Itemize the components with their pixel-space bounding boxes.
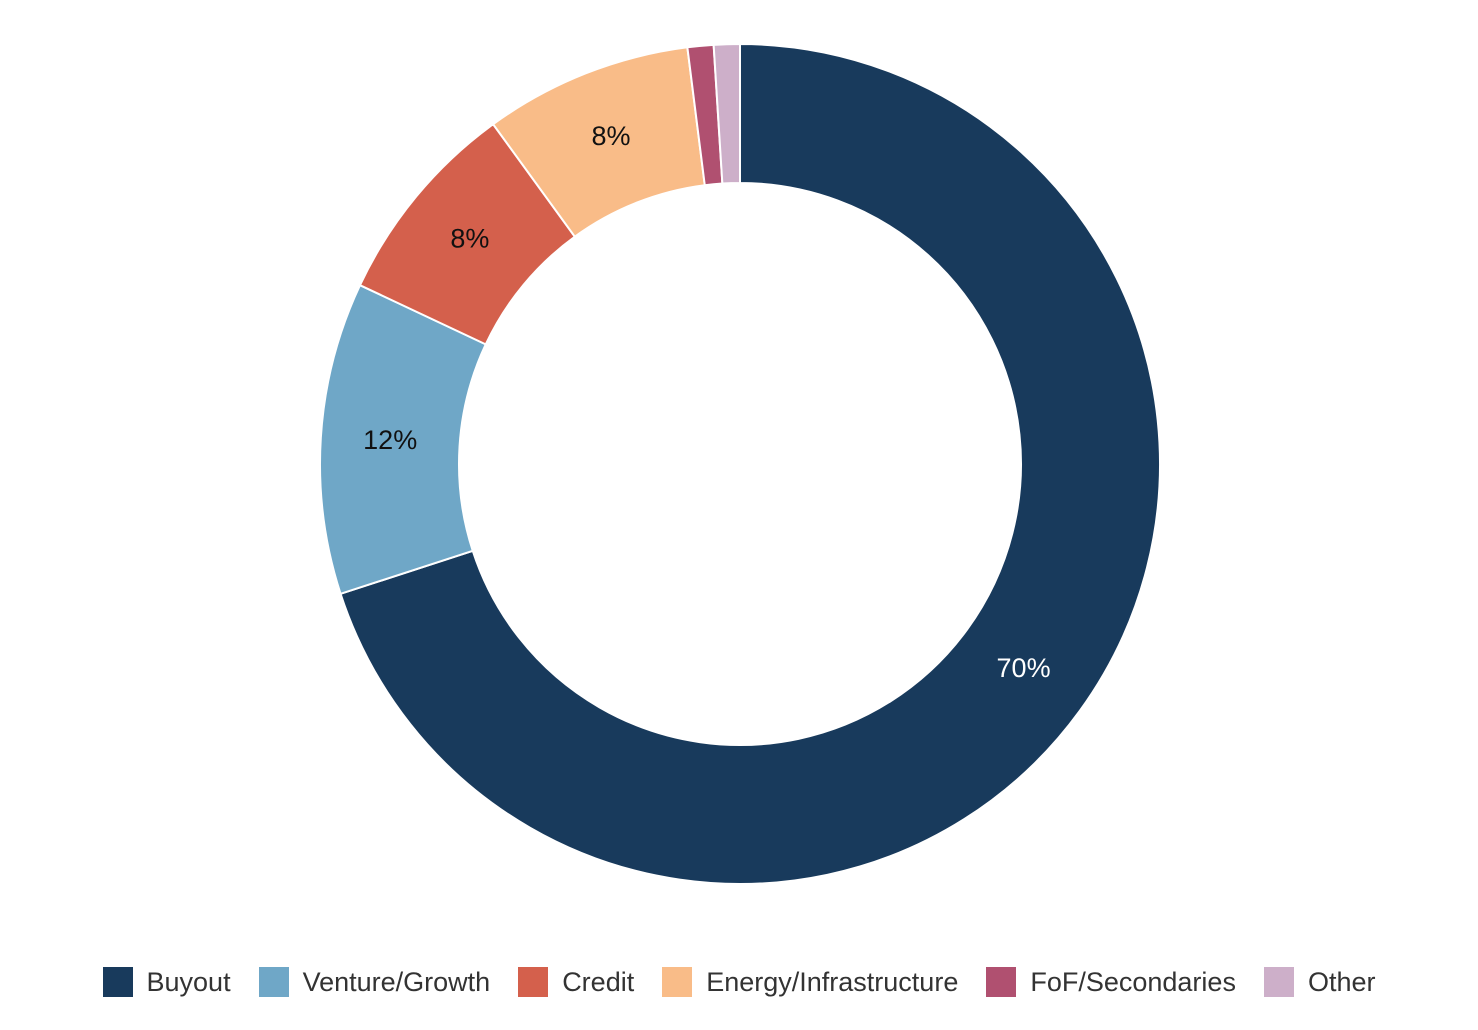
legend-item-buyout: Buyout — [102, 966, 231, 998]
data-label-credit: 8% — [450, 224, 489, 254]
legend-swatch — [102, 967, 133, 997]
legend-swatch — [258, 967, 289, 997]
legend-label: FoF/Secondaries — [1030, 966, 1236, 997]
legend-swatch — [662, 967, 693, 997]
legend-label: Other — [1307, 966, 1376, 997]
legend-item-venture-growth: Venture/Growth — [258, 966, 491, 998]
legend-label: Venture/Growth — [302, 966, 491, 997]
legend-label: Buyout — [146, 966, 231, 997]
legend-item-other: Other — [1263, 966, 1376, 998]
legend-swatch — [1263, 967, 1294, 997]
slice-other — [712, 42, 741, 185]
donut-chart: 70% 12% 8% 8% — [319, 42, 1161, 885]
legend-label: Energy/Infrastructure — [706, 966, 959, 997]
slice-buyout — [339, 42, 1161, 885]
legend-swatch — [986, 967, 1017, 997]
legend-label: Credit — [562, 966, 635, 997]
data-label-buyout: 70% — [997, 653, 1051, 683]
legend-item-energy-infrastructure: Energy/Infrastructure — [662, 967, 958, 998]
data-label-energy-infrastructure: 8% — [591, 121, 630, 151]
data-label-venture-growth: 12% — [363, 425, 417, 455]
legend-item-credit: Credit — [518, 967, 634, 998]
legend-swatch — [518, 967, 549, 997]
legend-item-fof-secondaries: FoF/Secondaries — [986, 967, 1236, 998]
chart-legend: Buyout Venture/Growth Credit Energy/Infrast… — [0, 964, 1478, 1000]
